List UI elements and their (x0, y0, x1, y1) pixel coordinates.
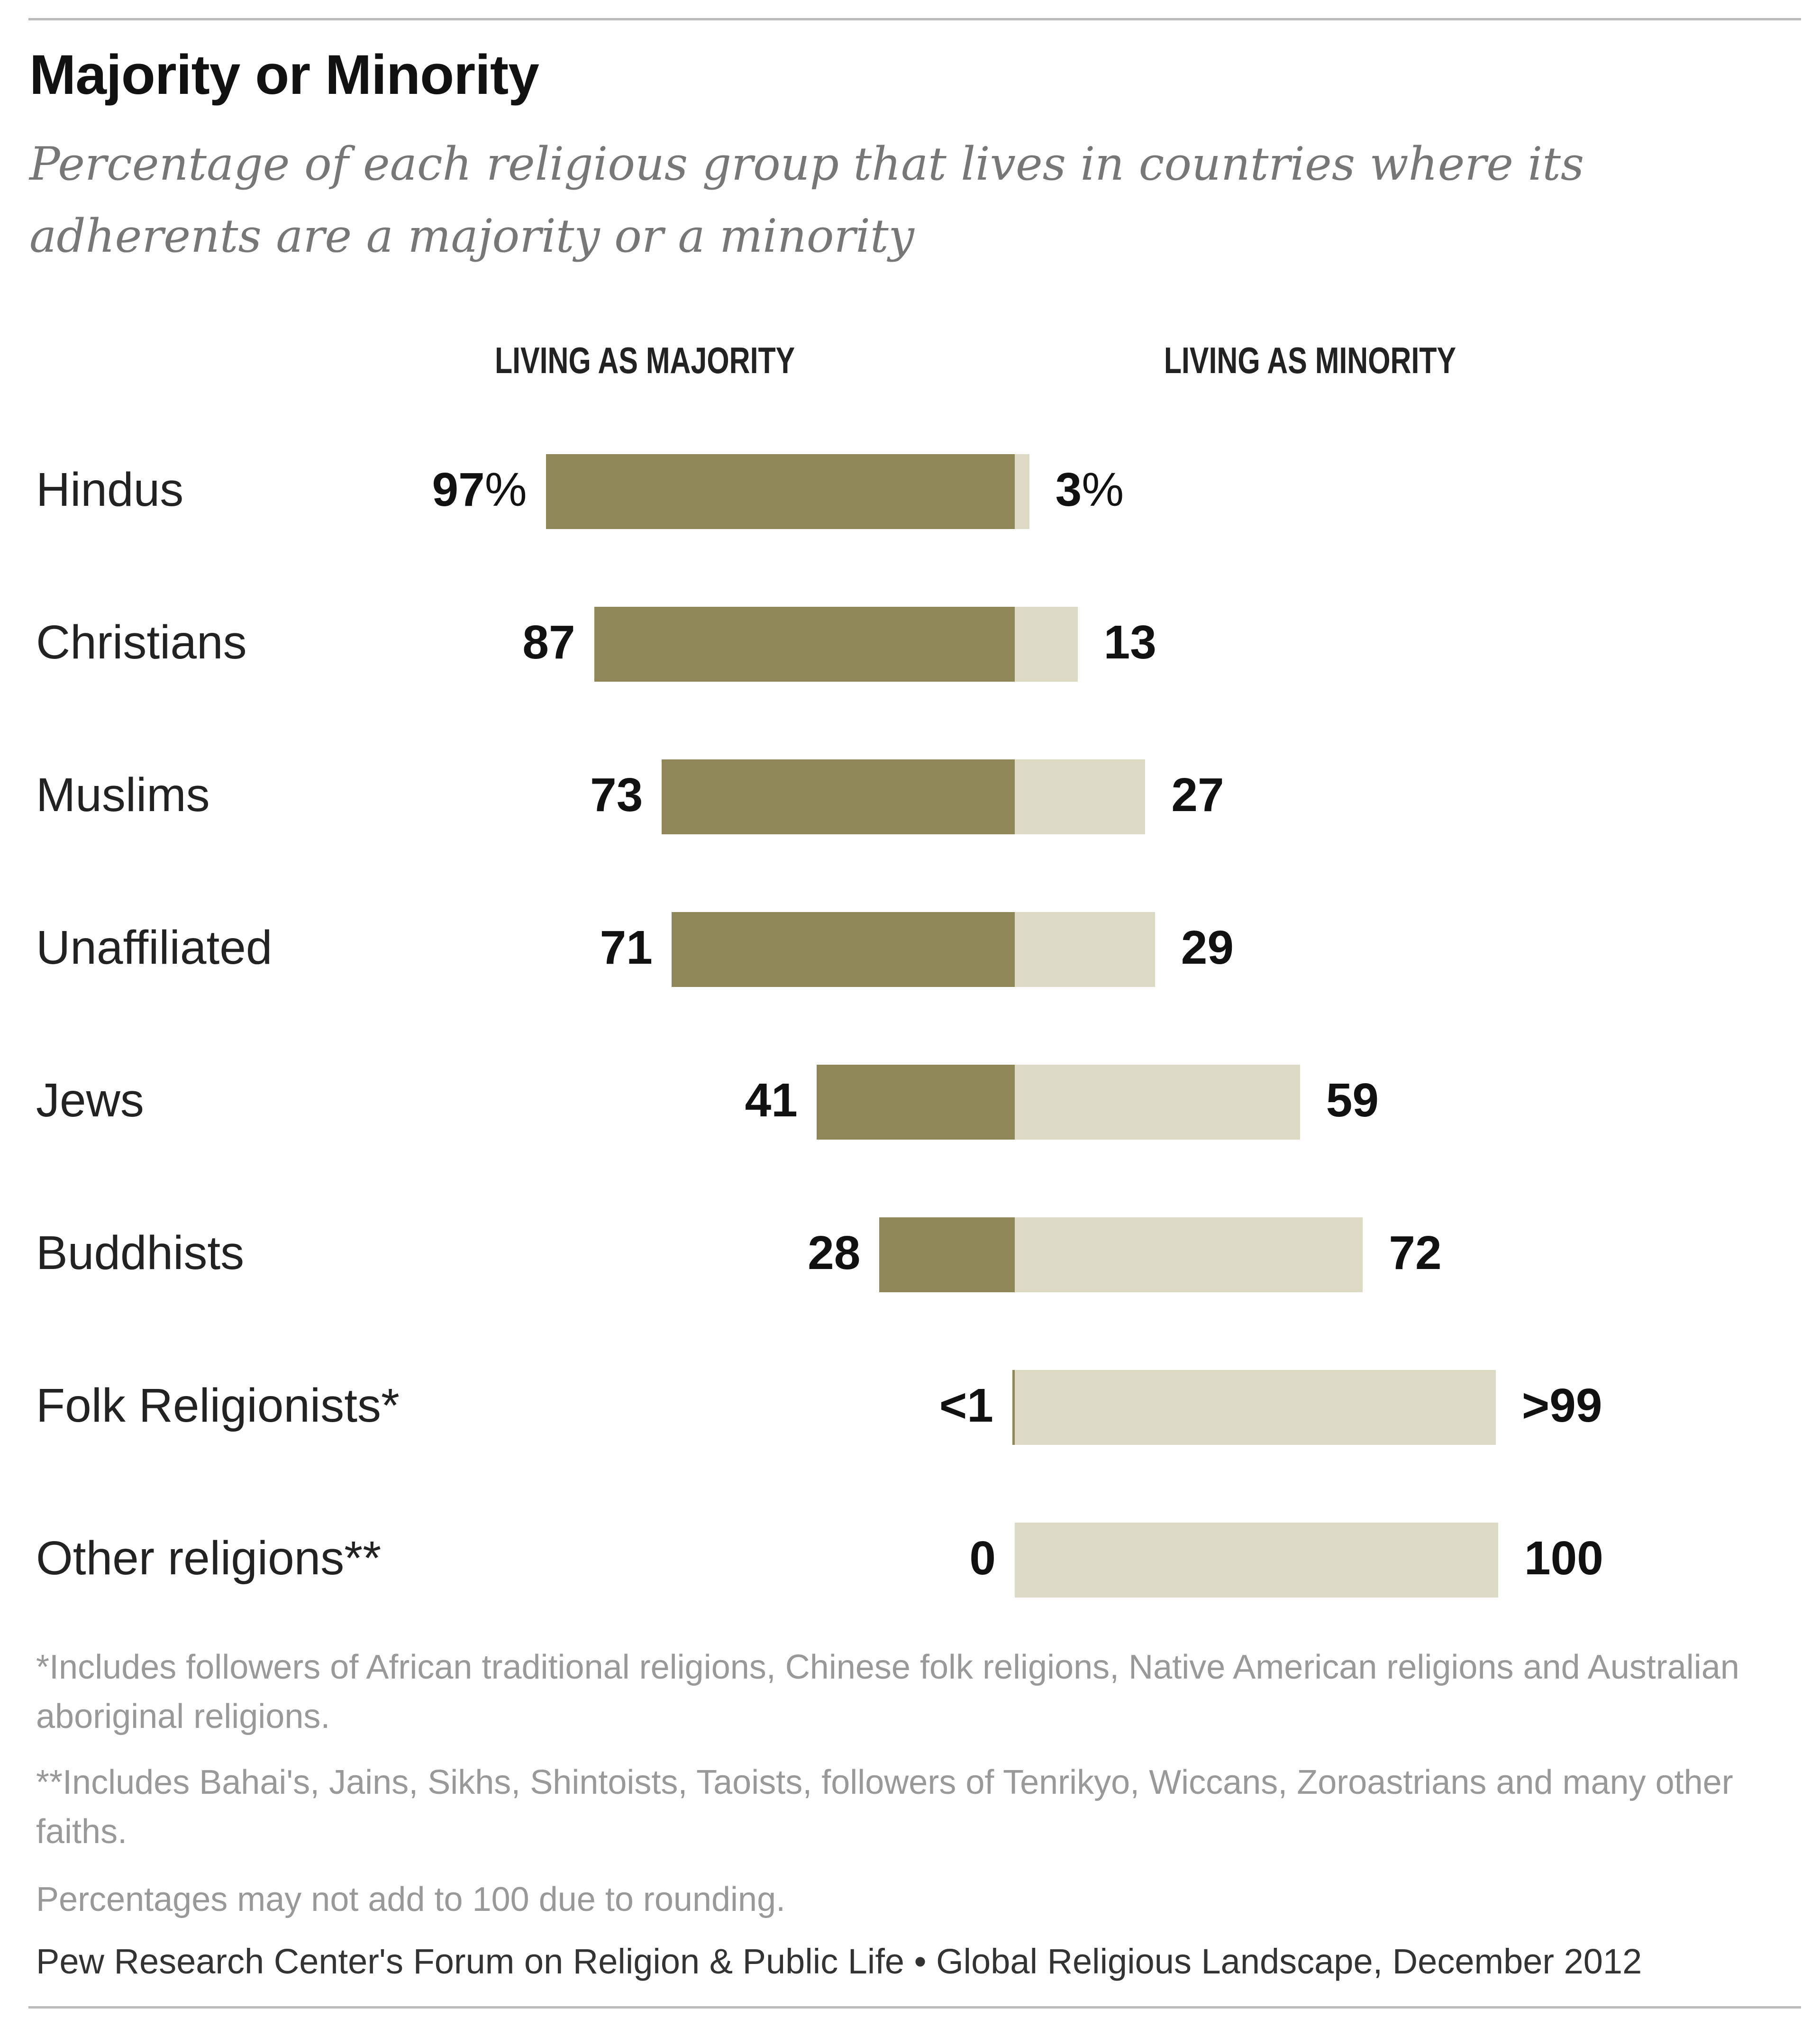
bar-minority (1015, 912, 1155, 987)
bar-majority (662, 759, 1015, 834)
footnote-folk: *Includes followers of African tradition… (36, 1648, 1739, 1735)
value-label-majority: 71 (600, 921, 653, 974)
value-label-minority: 29 (1181, 921, 1234, 974)
value-label-minority: 100 (1524, 1532, 1603, 1585)
bar-majority (594, 607, 1015, 682)
header-minority: LIVING AS MINORITY (1164, 339, 1456, 381)
value-label-minority: 3% (1055, 463, 1124, 516)
value-label-majority: 97% (432, 463, 527, 516)
bottom-rule (28, 2006, 1801, 2009)
chart-title: Majority or Minority (29, 44, 539, 106)
value-label-majority: 28 (808, 1226, 861, 1279)
bar-minority (1015, 1370, 1496, 1445)
value-label-majority: 0 (969, 1532, 996, 1585)
bar-minority (1015, 759, 1146, 834)
footnote-rounding: Percentages may not add to 100 due to ro… (36, 1881, 786, 1918)
bar-majority (879, 1217, 1015, 1292)
category-label: Other religions** (36, 1532, 382, 1585)
value-label-majority: <1 (939, 1379, 993, 1432)
category-label: Christians (36, 616, 247, 669)
bar-majority (546, 454, 1015, 529)
footnote-other: **Includes Bahai's, Jains, Sikhs, Shinto… (36, 1763, 1733, 1851)
bar-minority (1015, 454, 1029, 529)
category-label: Unaffiliated (36, 921, 273, 974)
value-label-majority: 41 (745, 1074, 798, 1127)
value-label-minority: 27 (1171, 768, 1224, 822)
category-label: Hindus (36, 463, 184, 516)
value-label-majority: 87 (522, 616, 575, 669)
category-label: Folk Religionists* (36, 1379, 400, 1432)
value-label-minority: 59 (1326, 1074, 1379, 1127)
percent-sign: % (484, 463, 527, 516)
bar-minority (1015, 1217, 1363, 1292)
value-label-minority: >99 (1521, 1379, 1602, 1432)
bar-majority (1012, 1370, 1015, 1445)
percent-sign: % (1082, 463, 1124, 516)
value-label-minority: 72 (1389, 1226, 1442, 1279)
bar-minority (1015, 1523, 1498, 1598)
bar-majority (671, 912, 1015, 987)
category-label: Jews (36, 1074, 144, 1127)
source-line: Pew Research Center's Forum on Religion … (36, 1942, 1642, 1981)
bar-majority (816, 1065, 1015, 1140)
category-label: Muslims (36, 768, 210, 822)
category-label: Buddhists (36, 1226, 245, 1279)
top-rule (28, 18, 1801, 20)
bar-minority (1015, 607, 1078, 682)
chart-subtitle: Percentage of each religious group that … (29, 137, 1584, 263)
bar-minority (1015, 1065, 1300, 1140)
header-majority: LIVING AS MAJORITY (495, 339, 795, 381)
value-label-minority: 13 (1103, 616, 1156, 669)
value-label-majority: 73 (590, 768, 643, 822)
